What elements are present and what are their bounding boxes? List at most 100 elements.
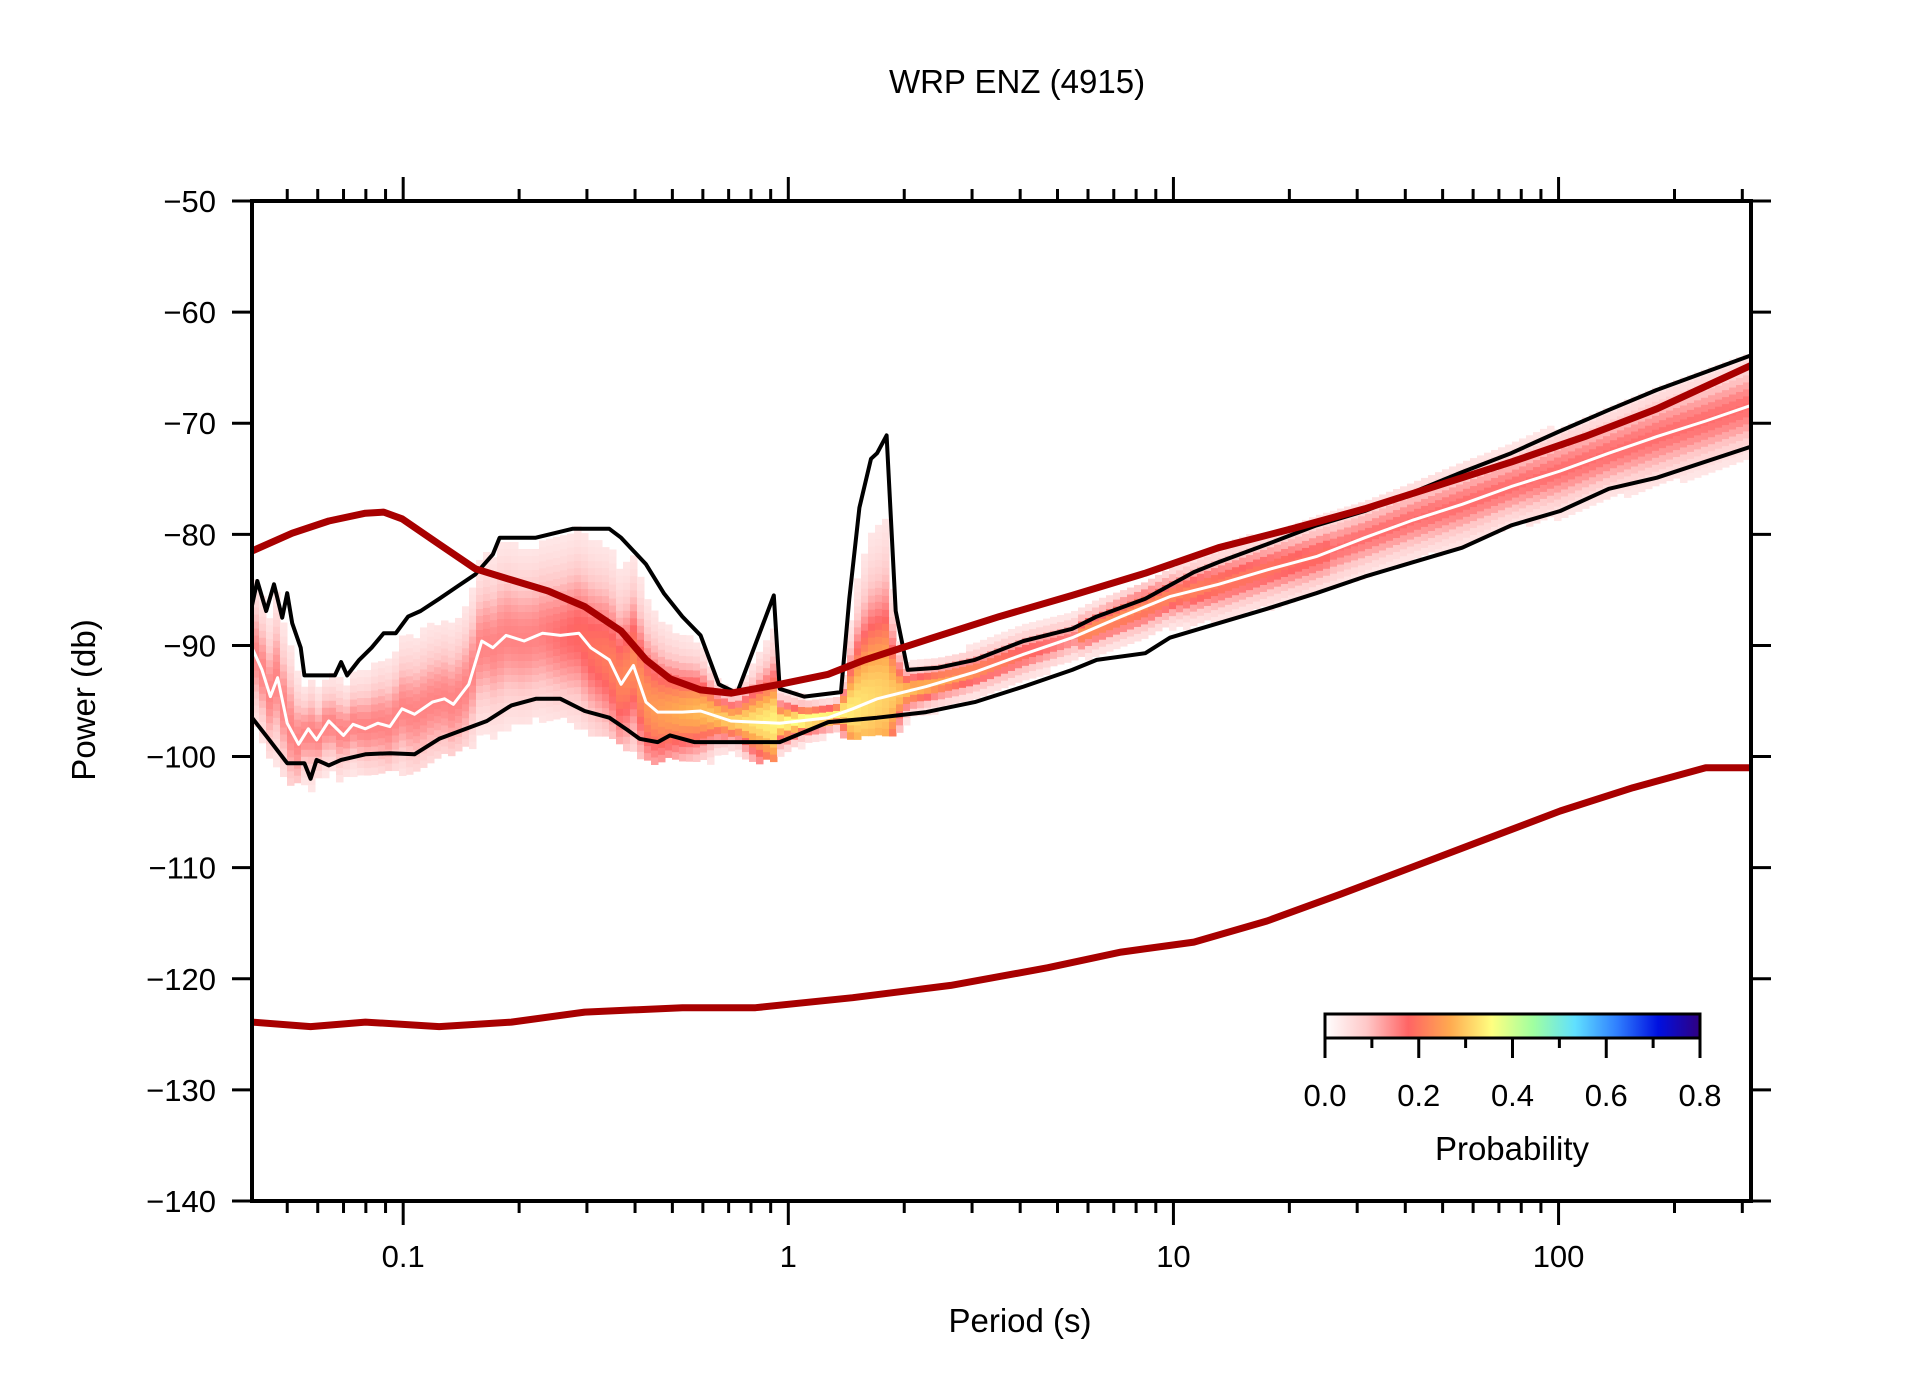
density-cell (490, 634, 498, 642)
density-cell (350, 748, 358, 757)
density-cell (1666, 445, 1674, 454)
density-cell (574, 666, 582, 674)
density-cell (287, 708, 295, 716)
density-cell (1505, 507, 1513, 516)
density-cell (1498, 517, 1506, 525)
density-cell (875, 559, 883, 568)
density-cell (560, 584, 568, 592)
density-cell (1330, 566, 1338, 575)
density-cell (385, 686, 393, 695)
density-cell (280, 748, 288, 757)
density-cell (868, 665, 876, 674)
density-cell (1043, 653, 1051, 662)
density-cell (1610, 489, 1618, 497)
density-cell (357, 690, 365, 699)
y-axis-label: Power (db) (65, 619, 102, 780)
density-cell (735, 742, 743, 751)
density-cell (651, 743, 659, 751)
density-cell (1463, 495, 1471, 504)
density-cell (1638, 428, 1646, 437)
density-cell (1673, 401, 1681, 409)
density-cell (945, 669, 953, 678)
density-cell (1708, 437, 1716, 445)
density-cell (1176, 584, 1184, 592)
density-cell (1197, 615, 1205, 624)
density-cell (931, 700, 939, 708)
density-cell (567, 582, 575, 591)
density-cell (1141, 582, 1149, 590)
density-cell (1554, 450, 1562, 459)
density-cell (1512, 511, 1520, 520)
density-cell (1715, 406, 1723, 415)
density-cell (1582, 501, 1590, 509)
density-cell (336, 718, 344, 727)
density-cell (504, 591, 512, 599)
density-cell (280, 727, 288, 736)
density-cell (490, 599, 498, 607)
density-cell (1050, 623, 1058, 632)
density-cell (1414, 480, 1422, 489)
density-cell (637, 604, 645, 613)
density-cell (1673, 387, 1681, 395)
density-cell (1295, 543, 1303, 552)
density-cell (868, 637, 876, 646)
density-cell (644, 746, 652, 754)
density-cell (1316, 549, 1324, 558)
density-cell (574, 694, 582, 702)
density-cell (602, 673, 610, 681)
density-cell (1596, 432, 1604, 440)
density-cell (1701, 390, 1709, 399)
density-cell (854, 641, 862, 649)
density-cell (609, 577, 617, 586)
density-cell (931, 693, 939, 701)
density-cell (364, 705, 372, 713)
density-cell (399, 670, 407, 679)
density-cell (1274, 544, 1282, 553)
density-cell (1204, 612, 1212, 621)
density-cell (462, 690, 470, 698)
density-cell (378, 675, 386, 683)
density-cell (1092, 621, 1100, 629)
density-cell (896, 718, 904, 726)
density-cell (770, 698, 778, 707)
density-cell (1526, 519, 1534, 527)
density-cell (287, 659, 295, 667)
density-cell (1393, 489, 1401, 497)
density-cell (434, 625, 442, 633)
density-cell (1288, 546, 1296, 554)
density-cell (623, 568, 631, 577)
density-cell (1099, 604, 1107, 613)
density-cell (770, 677, 778, 686)
density-cell (861, 672, 869, 681)
density-cell (1743, 452, 1751, 460)
density-cell (1022, 665, 1030, 674)
density-cell (1449, 508, 1457, 516)
density-cell (1428, 538, 1436, 546)
density-cell (413, 666, 421, 674)
density-cell (490, 704, 498, 712)
density-cell (560, 542, 568, 550)
density-cell (1561, 433, 1569, 441)
density-cell (1281, 590, 1289, 599)
density-cell (399, 726, 407, 735)
density-cell (581, 561, 589, 569)
density-cell (861, 616, 869, 625)
density-cell (875, 685, 883, 694)
density-cell (1624, 420, 1632, 428)
density-cell (252, 712, 260, 721)
density-cell (413, 652, 421, 660)
density-cell (1323, 575, 1331, 584)
density-cell (378, 759, 386, 767)
density-cell (1008, 649, 1016, 658)
density-cell (875, 643, 883, 652)
density-cell (511, 584, 519, 592)
density-cell (252, 628, 260, 637)
density-cell (616, 701, 624, 710)
density-cell (1428, 517, 1436, 525)
density-cell (1400, 500, 1408, 508)
density-cell (469, 608, 477, 617)
density-cell (1582, 473, 1590, 481)
density-cell (371, 683, 379, 692)
density-cell (1498, 468, 1506, 476)
density-cell (917, 687, 925, 695)
